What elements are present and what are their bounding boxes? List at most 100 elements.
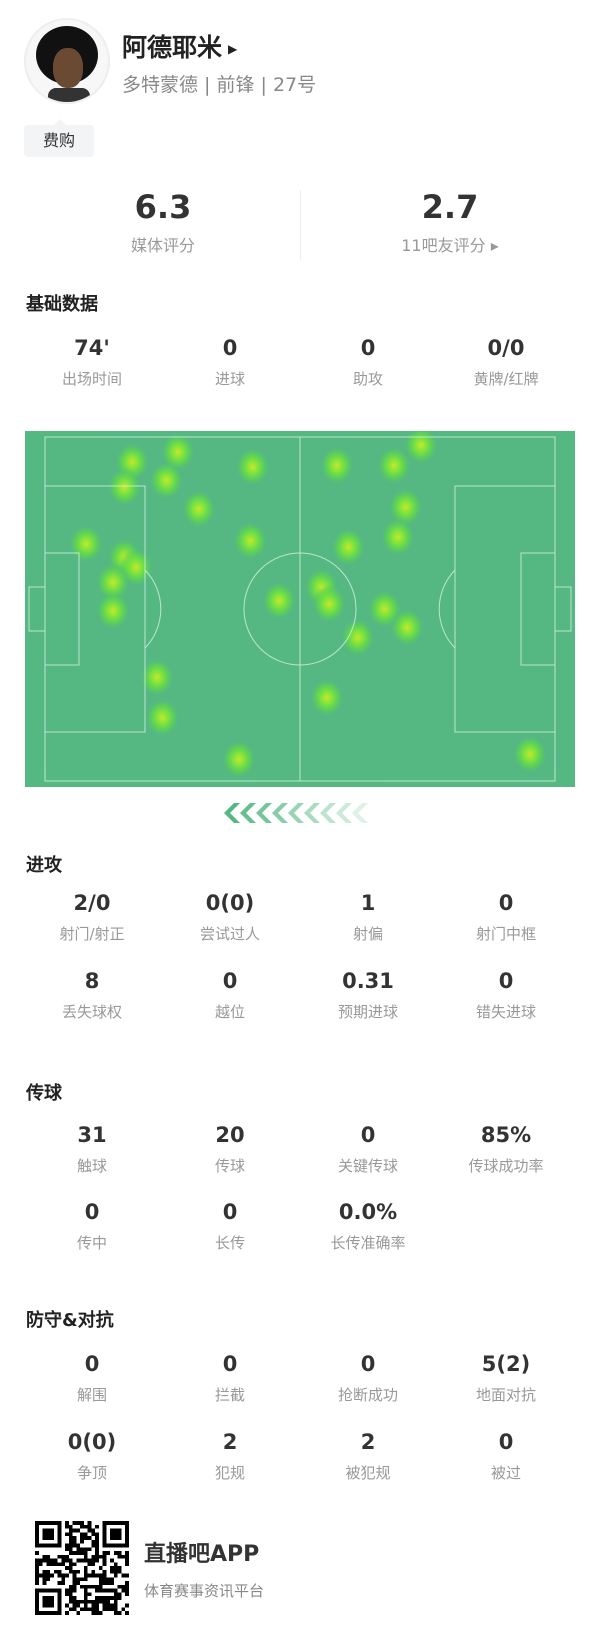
stat-value: 20 bbox=[215, 1123, 245, 1147]
qr-module bbox=[91, 1532, 96, 1537]
qr-module bbox=[98, 1599, 103, 1604]
stat-cell: 0 越位 bbox=[161, 969, 299, 1022]
qr-module bbox=[72, 1536, 77, 1540]
qr-module bbox=[68, 1569, 73, 1574]
stat-label: 被犯规 bbox=[345, 1464, 391, 1482]
qr-module bbox=[113, 1603, 118, 1608]
basic-section-title: 基础数据 bbox=[26, 294, 98, 315]
qr-module bbox=[87, 1599, 92, 1604]
right-goal bbox=[554, 586, 572, 632]
rating-divider bbox=[300, 190, 301, 260]
qr-module bbox=[72, 1599, 77, 1604]
qr-module bbox=[68, 1551, 73, 1555]
stat-label: 尝试过人 bbox=[199, 925, 260, 943]
chevron-left-icon bbox=[304, 803, 320, 823]
heatmap-point bbox=[319, 446, 354, 485]
qr-module bbox=[68, 1588, 73, 1593]
stat-value: 0.0% bbox=[338, 1200, 398, 1224]
stat-value: 85% bbox=[480, 1123, 532, 1147]
stat-value: 1 bbox=[360, 891, 376, 915]
qr-module bbox=[91, 1539, 96, 1544]
stat-cell: 0 拦截 bbox=[161, 1352, 299, 1405]
qr-module bbox=[65, 1592, 69, 1597]
qr-module bbox=[46, 1577, 51, 1582]
passing-stats-row: 31 触球 20 传球 0 关键传球 85% 传球成功率 bbox=[0, 1123, 600, 1176]
qr-module bbox=[35, 1566, 39, 1570]
qr-module bbox=[95, 1611, 99, 1615]
qr-module bbox=[76, 1521, 81, 1525]
qr-module bbox=[87, 1573, 92, 1578]
qr-module bbox=[87, 1562, 92, 1567]
qr-finder bbox=[42, 1596, 54, 1608]
qr-code bbox=[35, 1521, 129, 1615]
qr-module bbox=[57, 1581, 62, 1585]
qr-module bbox=[98, 1588, 103, 1593]
qr-module bbox=[72, 1596, 77, 1600]
fan-rating-label[interactable]: 11吧友评分 ▸ bbox=[401, 236, 499, 255]
fan-rating[interactable]: 2.7 11吧友评分 ▸ bbox=[300, 188, 600, 256]
qr-module bbox=[35, 1562, 39, 1567]
qr-module bbox=[98, 1596, 103, 1600]
qr-module bbox=[98, 1554, 103, 1559]
qr-module bbox=[95, 1558, 99, 1563]
stat-value: 0 bbox=[498, 1430, 514, 1454]
qr-module bbox=[87, 1607, 92, 1612]
qr-module bbox=[46, 1562, 51, 1567]
media-rating-value: 6.3 bbox=[134, 188, 192, 226]
qr-module bbox=[80, 1551, 84, 1555]
qr-module bbox=[91, 1543, 96, 1548]
qr-module bbox=[95, 1603, 99, 1608]
stat-label: 解围 bbox=[76, 1386, 107, 1404]
heatmap-point bbox=[512, 735, 547, 774]
qr-module bbox=[72, 1584, 77, 1589]
qr-module bbox=[125, 1573, 129, 1578]
stat-label: 拦截 bbox=[214, 1386, 245, 1404]
heatmap-point bbox=[380, 518, 415, 557]
stat-cell: 2/0 射门/射正 bbox=[23, 891, 161, 944]
qr-module bbox=[72, 1528, 77, 1533]
qr-module bbox=[106, 1596, 111, 1600]
qr-module bbox=[87, 1521, 92, 1525]
player-name-link[interactable]: 阿德耶米 ▶ bbox=[122, 28, 237, 64]
qr-module bbox=[102, 1603, 107, 1608]
stat-cell: 0.31 预期进球 bbox=[299, 969, 437, 1022]
qr-module bbox=[113, 1588, 118, 1593]
qr-module bbox=[72, 1562, 77, 1567]
heatmap-point bbox=[181, 489, 216, 528]
qr-module bbox=[83, 1577, 88, 1582]
qr-module bbox=[53, 1569, 58, 1574]
stat-cell: 0 传中 bbox=[23, 1200, 161, 1253]
stat-minutes: 74' 出场时间 bbox=[23, 336, 161, 389]
player-avatar[interactable] bbox=[24, 18, 110, 104]
heatmap-point bbox=[149, 461, 184, 500]
stat-value: 0 bbox=[360, 1123, 376, 1147]
stat-cell: 0(0) 争顶 bbox=[23, 1430, 161, 1483]
chevron-left-icon bbox=[256, 803, 272, 823]
qr-module bbox=[72, 1577, 77, 1582]
avatar-shirt bbox=[48, 88, 90, 102]
stat-label: 传中 bbox=[76, 1234, 107, 1252]
qr-module bbox=[102, 1599, 107, 1604]
qr-module bbox=[117, 1596, 122, 1600]
qr-module bbox=[76, 1558, 81, 1563]
qr-module bbox=[98, 1573, 103, 1578]
left-penalty-arc bbox=[144, 569, 162, 649]
qr-module bbox=[121, 1588, 126, 1593]
qr-module bbox=[102, 1551, 107, 1555]
player-name: 阿德耶米 bbox=[122, 33, 223, 62]
qr-module bbox=[72, 1581, 77, 1585]
qr-module bbox=[117, 1592, 122, 1597]
stat-value: 2 bbox=[360, 1430, 376, 1454]
stat-label: 预期进球 bbox=[337, 1003, 398, 1021]
qr-module bbox=[91, 1554, 96, 1559]
stat-value: 0 bbox=[222, 969, 238, 993]
heatmap-point bbox=[140, 658, 174, 697]
qr-module bbox=[80, 1584, 84, 1589]
qr-module bbox=[61, 1573, 66, 1578]
stat-label: 进球 bbox=[214, 370, 245, 388]
qr-module bbox=[68, 1547, 73, 1552]
qr-module bbox=[87, 1584, 92, 1589]
media-rating-label: 媒体评分 bbox=[130, 236, 195, 255]
qr-module bbox=[95, 1599, 99, 1604]
chevron-left-icon bbox=[288, 803, 304, 823]
